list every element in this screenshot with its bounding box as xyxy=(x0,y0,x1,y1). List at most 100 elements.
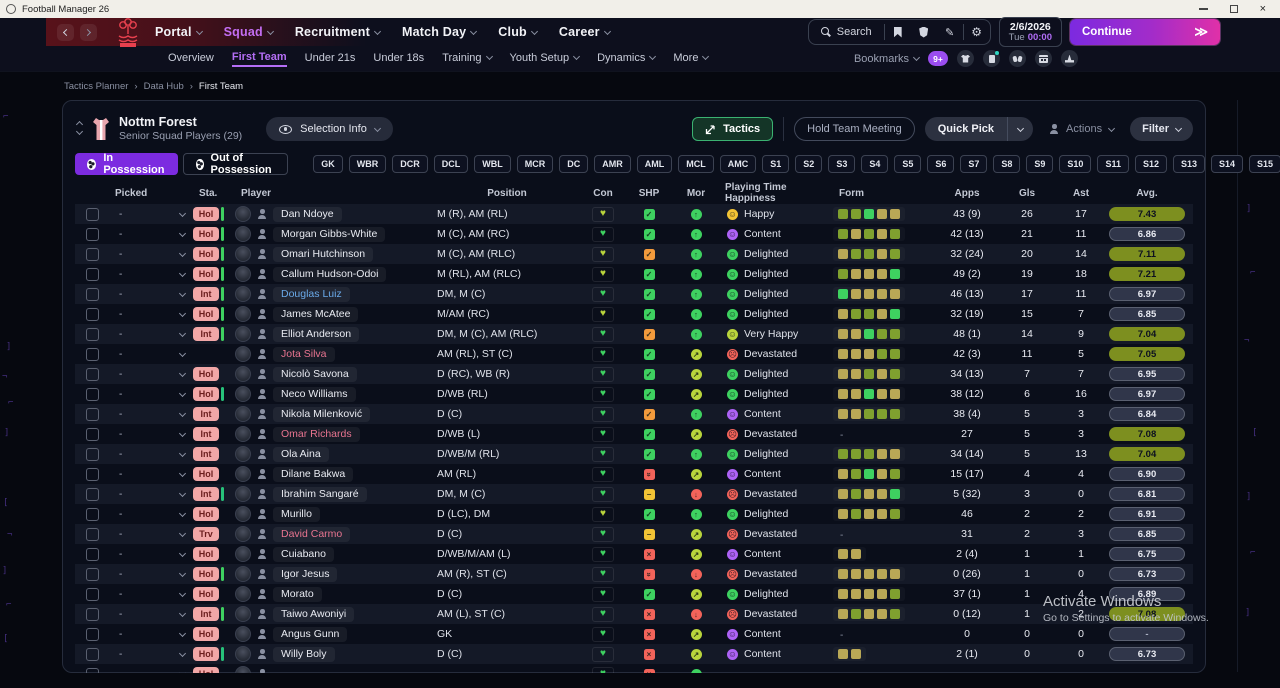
card-shortcut-button[interactable] xyxy=(983,50,1000,67)
row-checkbox[interactable] xyxy=(85,467,99,481)
row-checkbox[interactable] xyxy=(85,367,99,381)
player-name[interactable]: Willy Boly xyxy=(273,646,335,662)
row-checkbox[interactable] xyxy=(85,507,99,521)
picked-dropdown[interactable]: - xyxy=(109,629,193,640)
tab-in-possession[interactable]: In Possession xyxy=(75,152,179,176)
position-chip-s13[interactable]: S13 xyxy=(1172,155,1205,173)
row-checkbox[interactable] xyxy=(85,247,99,261)
collapse-control[interactable] xyxy=(75,120,84,136)
picked-dropdown[interactable]: - xyxy=(109,469,193,480)
player-name[interactable]: Cuiabano xyxy=(273,546,334,562)
breadcrumb-item[interactable]: First Team xyxy=(198,81,244,92)
bookmarks-dropdown[interactable]: Bookmarks xyxy=(854,53,921,65)
forward-button[interactable] xyxy=(80,23,97,41)
player-name[interactable]: Morato xyxy=(273,586,322,602)
column-header-picked[interactable]: Picked xyxy=(115,187,148,199)
tactics-button[interactable]: Tactics xyxy=(692,117,774,141)
quick-pick-button[interactable]: Quick Pick xyxy=(937,123,995,135)
row-checkbox[interactable] xyxy=(85,287,99,301)
bookmark-button[interactable] xyxy=(885,20,911,44)
column-header-apps[interactable]: Apps xyxy=(954,187,980,199)
picked-dropdown[interactable]: - xyxy=(109,429,193,440)
position-chip-wbl[interactable]: WBL xyxy=(474,155,511,173)
kit-shortcut-button[interactable] xyxy=(957,50,974,67)
player-name[interactable]: Morgan Gibbs-White xyxy=(273,226,386,242)
position-chip-s5[interactable]: S5 xyxy=(894,155,922,173)
notes-button[interactable]: ✎ xyxy=(937,20,963,44)
close-icon[interactable]: × xyxy=(1259,2,1266,15)
selection-info-dropdown[interactable]: Selection Info xyxy=(266,117,393,141)
nav-item-club[interactable]: Club xyxy=(498,25,538,39)
column-header-con[interactable]: Con xyxy=(593,187,613,199)
column-header-form[interactable]: Form xyxy=(839,187,864,199)
position-chip-s1[interactable]: S1 xyxy=(762,155,790,173)
position-chip-amr[interactable]: AMR xyxy=(594,155,631,173)
position-chip-s8[interactable]: S8 xyxy=(993,155,1021,173)
player-name[interactable]: David Carmo xyxy=(273,526,351,542)
position-chip-s7[interactable]: S7 xyxy=(960,155,988,173)
column-header-sta-[interactable]: Sta. xyxy=(199,187,218,199)
player-name[interactable]: Jota Silva xyxy=(273,346,335,362)
row-checkbox[interactable] xyxy=(85,227,99,241)
picked-dropdown[interactable]: - xyxy=(109,329,193,340)
picked-dropdown[interactable]: - xyxy=(109,389,193,400)
position-chip-gk[interactable]: GK xyxy=(313,155,343,173)
picked-dropdown[interactable]: - xyxy=(109,209,193,220)
picked-dropdown[interactable]: - xyxy=(109,449,193,460)
position-chip-aml[interactable]: AML xyxy=(636,155,673,173)
column-header-position[interactable]: Position xyxy=(487,187,527,199)
position-chip-s14[interactable]: S14 xyxy=(1211,155,1244,173)
player-name[interactable]: Ola Aina xyxy=(273,446,329,462)
row-checkbox[interactable] xyxy=(85,647,99,661)
player-name[interactable]: Neco Williams xyxy=(273,386,356,402)
picked-dropdown[interactable]: - xyxy=(109,269,193,280)
position-chip-dc[interactable]: DC xyxy=(559,155,589,173)
column-header-mor[interactable]: Mor xyxy=(686,187,706,199)
position-chip-s9[interactable]: S9 xyxy=(1026,155,1054,173)
settings-button[interactable]: ⚙ xyxy=(964,20,990,44)
row-checkbox[interactable] xyxy=(85,547,99,561)
player-name[interactable]: Dan Ndoye xyxy=(273,206,342,222)
subnav-item-more[interactable]: More xyxy=(673,52,710,66)
row-checkbox[interactable] xyxy=(85,327,99,341)
column-header-player[interactable]: Player xyxy=(241,187,272,199)
game-date[interactable]: 2/6/2026 Tue 00:00 xyxy=(998,17,1062,47)
subnav-item-youth-setup[interactable]: Youth Setup xyxy=(510,52,581,66)
picked-dropdown[interactable]: - xyxy=(109,529,193,540)
nav-item-career[interactable]: Career xyxy=(559,25,611,39)
picked-dropdown[interactable]: - xyxy=(109,509,193,520)
position-chip-mcl[interactable]: MCL xyxy=(678,155,714,173)
position-chip-s11[interactable]: S11 xyxy=(1097,155,1129,173)
position-chip-s12[interactable]: S12 xyxy=(1134,155,1167,173)
player-name[interactable]: Callum Hudson-Odoi xyxy=(273,266,387,282)
position-chip-dcl[interactable]: DCL xyxy=(433,155,469,173)
row-checkbox[interactable] xyxy=(85,447,99,461)
picked-dropdown[interactable]: - xyxy=(109,249,193,260)
player-name[interactable]: Elliot Anderson xyxy=(273,326,360,342)
nav-item-squad[interactable]: Squad xyxy=(224,25,274,39)
subnav-item-overview[interactable]: Overview xyxy=(168,51,214,64)
nav-item-portal[interactable]: Portal xyxy=(155,25,203,39)
position-chip-s2[interactable]: S2 xyxy=(795,155,823,173)
player-name[interactable]: Nikola Milenković xyxy=(273,406,371,422)
position-chip-s6[interactable]: S6 xyxy=(927,155,955,173)
position-chip-s15[interactable]: S15 xyxy=(1249,155,1280,173)
tab-out-of-possession[interactable]: Out of Possession xyxy=(183,152,289,176)
training-shortcut-button[interactable] xyxy=(1061,50,1078,67)
row-checkbox[interactable] xyxy=(85,267,99,281)
nav-item-match-day[interactable]: Match Day xyxy=(402,25,478,39)
column-header-ast[interactable]: Ast xyxy=(1072,187,1090,199)
messages-badge[interactable]: 9+ xyxy=(928,51,948,66)
nav-item-recruitment[interactable]: Recruitment xyxy=(295,25,382,39)
row-checkbox[interactable] xyxy=(85,487,99,501)
row-checkbox[interactable] xyxy=(85,207,99,221)
player-name[interactable]: Dilane Bakwa xyxy=(273,466,354,482)
position-chip-s3[interactable]: S3 xyxy=(828,155,856,173)
player-name[interactable]: Omar Richards xyxy=(273,426,360,442)
player-name[interactable]: Ibrahim Sangaré xyxy=(273,486,367,502)
row-checkbox[interactable] xyxy=(85,407,99,421)
calendar-shortcut-button[interactable] xyxy=(1035,50,1052,67)
filter-dropdown[interactable]: Filter xyxy=(1130,117,1193,141)
subnav-item-training[interactable]: Training xyxy=(442,52,493,66)
hold-team-meeting-button[interactable]: Hold Team Meeting xyxy=(794,117,915,141)
